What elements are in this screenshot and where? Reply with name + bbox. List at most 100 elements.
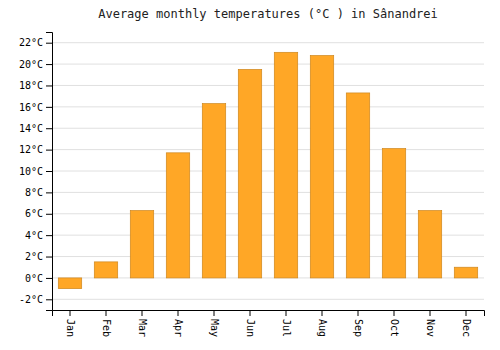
x-tick: Jan bbox=[65, 310, 76, 337]
x-tick: Sep bbox=[353, 310, 364, 337]
x-tick-label: Jul bbox=[281, 319, 292, 337]
bar bbox=[58, 278, 81, 289]
grid-line bbox=[52, 128, 484, 129]
x-tick: Oct bbox=[389, 310, 400, 337]
y-tick-label: 4°C bbox=[25, 230, 43, 241]
y-tick: -2°C bbox=[19, 294, 52, 305]
chart: -2°C 0°C 2°C 4°C 6°C 8°C 10°C 12°C 14°C 16°C 18°C 2… bbox=[0, 0, 500, 350]
y-tick-label: 14°C bbox=[19, 123, 43, 134]
y-tick-label: 18°C bbox=[19, 80, 43, 91]
plot: -2°C 0°C 2°C 4°C 6°C 8°C 10°C 12°C 14°C 16°C 18°C 2… bbox=[19, 33, 485, 338]
bar bbox=[94, 262, 117, 278]
y-tick: 6°C bbox=[25, 208, 52, 219]
y-tick: 16°C bbox=[19, 102, 52, 113]
x-tick-label: Sep bbox=[353, 319, 364, 337]
x-tick-mark bbox=[466, 310, 467, 316]
x-tick: Jul bbox=[281, 310, 292, 337]
grid-line bbox=[52, 85, 484, 86]
y-tick-label: 10°C bbox=[19, 166, 43, 177]
y-tick: 22°C bbox=[19, 37, 52, 48]
grid-line bbox=[52, 64, 484, 65]
x-tick-mark bbox=[250, 310, 251, 316]
y-tick-label: 22°C bbox=[19, 37, 43, 48]
y-tick-mark bbox=[46, 171, 52, 172]
y-tick-mark bbox=[46, 299, 52, 300]
y-tick-mark bbox=[46, 214, 52, 215]
y-tick: 0°C bbox=[25, 273, 52, 284]
y-axis: -2°C 0°C 2°C 4°C 6°C 8°C 10°C 12°C 14°C 16°C 18°C 2… bbox=[19, 33, 53, 311]
y-tick-mark bbox=[46, 192, 52, 193]
y-tick: 2°C bbox=[25, 251, 52, 262]
y-axis-line bbox=[46, 33, 53, 311]
x-tick: May bbox=[209, 310, 220, 337]
bar bbox=[346, 93, 369, 278]
y-tick-label: 6°C bbox=[25, 208, 43, 219]
y-tick: 8°C bbox=[25, 187, 52, 198]
x-tick-mark bbox=[142, 310, 143, 316]
y-tick-mark bbox=[46, 107, 52, 108]
grid-line bbox=[52, 42, 484, 43]
x-tick-label: Oct bbox=[389, 319, 400, 337]
y-tick-label: -2°C bbox=[19, 294, 43, 305]
y-tick: 4°C bbox=[25, 230, 52, 241]
grid bbox=[52, 43, 484, 300]
y-tick-mark bbox=[46, 85, 52, 86]
grid-line bbox=[52, 149, 484, 150]
x-tick-mark bbox=[214, 310, 215, 316]
x-tick-label: Aug bbox=[317, 319, 328, 337]
y-tick-label: 2°C bbox=[25, 251, 43, 262]
x-tick-label: Feb bbox=[101, 319, 112, 337]
y-tick: 12°C bbox=[19, 144, 52, 155]
grid-line bbox=[52, 299, 484, 300]
x-tick-mark bbox=[70, 310, 71, 316]
y-tick-mark bbox=[46, 43, 52, 44]
x-tick-mark bbox=[394, 310, 395, 316]
x-tick-mark bbox=[106, 310, 107, 316]
y-tick-mark bbox=[46, 257, 52, 258]
y-tick-label: 20°C bbox=[19, 59, 43, 70]
bar bbox=[238, 69, 261, 278]
y-tick-mark bbox=[46, 235, 52, 236]
x-tick: Nov bbox=[425, 310, 436, 337]
x-tick-mark bbox=[322, 310, 323, 316]
x-tick: Dec bbox=[461, 310, 472, 337]
x-tick: Mar bbox=[137, 310, 148, 337]
y-tick: 20°C bbox=[19, 59, 52, 70]
y-tick-mark bbox=[46, 278, 52, 279]
bar bbox=[454, 267, 477, 278]
x-axis-line bbox=[53, 311, 485, 317]
x-tick-label: Nov bbox=[425, 319, 436, 337]
x-tick-label: Jun bbox=[245, 319, 256, 337]
x-tick-label: Apr bbox=[173, 319, 184, 337]
bar bbox=[202, 104, 225, 278]
x-tick-label: Mar bbox=[137, 319, 148, 337]
y-tick-label: 0°C bbox=[25, 273, 43, 284]
x-tick-label: May bbox=[209, 319, 220, 337]
x-tick-mark bbox=[178, 310, 179, 316]
y-tick: 10°C bbox=[19, 166, 52, 177]
x-tick-mark bbox=[358, 310, 359, 316]
bar bbox=[130, 211, 153, 278]
y-tick-label: 12°C bbox=[19, 144, 43, 155]
bars bbox=[58, 52, 477, 288]
x-tick-label: Dec bbox=[461, 319, 472, 337]
bar bbox=[274, 52, 297, 278]
title: Average monthly temperatures (°C ) in Sâ… bbox=[98, 7, 438, 21]
x-tick-label: Jan bbox=[65, 319, 76, 337]
y-tick: 14°C bbox=[19, 123, 52, 134]
y-tick-mark bbox=[46, 128, 52, 129]
y-tick-label: 16°C bbox=[19, 102, 43, 113]
y-tick-label: 8°C bbox=[25, 187, 43, 198]
grid-line bbox=[52, 192, 484, 193]
y-tick-mark bbox=[46, 150, 52, 151]
x-tick: Apr bbox=[173, 310, 184, 337]
grid-line bbox=[52, 171, 484, 172]
x-tick-mark bbox=[286, 310, 287, 316]
x-tick: Aug bbox=[317, 310, 328, 337]
y-tick: 18°C bbox=[19, 80, 52, 91]
bar bbox=[310, 56, 333, 278]
grid-line bbox=[52, 106, 484, 107]
bar bbox=[166, 153, 189, 278]
bar bbox=[382, 149, 405, 278]
y-tick-mark bbox=[46, 64, 52, 65]
